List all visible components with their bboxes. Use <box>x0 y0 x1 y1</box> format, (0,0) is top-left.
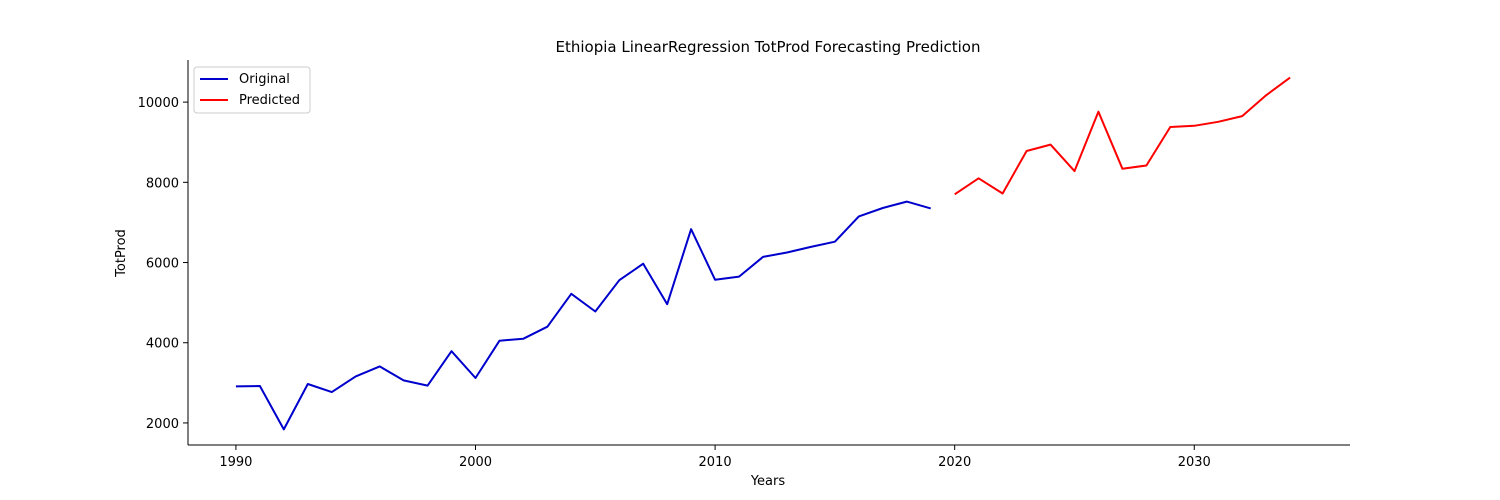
y-tick-label: 8000 <box>146 176 179 191</box>
y-tick-label: 4000 <box>146 337 179 352</box>
legend-label-predicted: Predicted <box>239 93 300 108</box>
x-tick-label: 2010 <box>699 455 732 470</box>
y-tick-label: 2000 <box>146 417 179 432</box>
x-tick-label: 2020 <box>938 455 971 470</box>
x-tick-label: 2030 <box>1178 455 1211 470</box>
series-line-predicted <box>954 76 1291 196</box>
x-axis-label: Years <box>750 474 786 489</box>
x-tick-label: 2000 <box>459 455 492 470</box>
x-tick-label: 1990 <box>219 455 252 470</box>
legend-label-original: Original <box>239 72 290 87</box>
x-ticks: 1990 2000 2010 2020 2030 <box>219 445 1211 470</box>
y-tick-label: 10000 <box>138 96 179 111</box>
series-line-original <box>235 200 931 431</box>
chart-title: Ethiopia LinearRegression TotProd Foreca… <box>555 38 980 56</box>
axes <box>187 60 1350 446</box>
series-lines <box>235 76 1291 431</box>
y-ticks: 2000 4000 6000 8000 10000 <box>138 96 188 432</box>
y-axis-label: TotProd <box>114 229 129 278</box>
legend: Original Predicted <box>193 66 311 114</box>
y-tick-label: 6000 <box>146 257 179 272</box>
